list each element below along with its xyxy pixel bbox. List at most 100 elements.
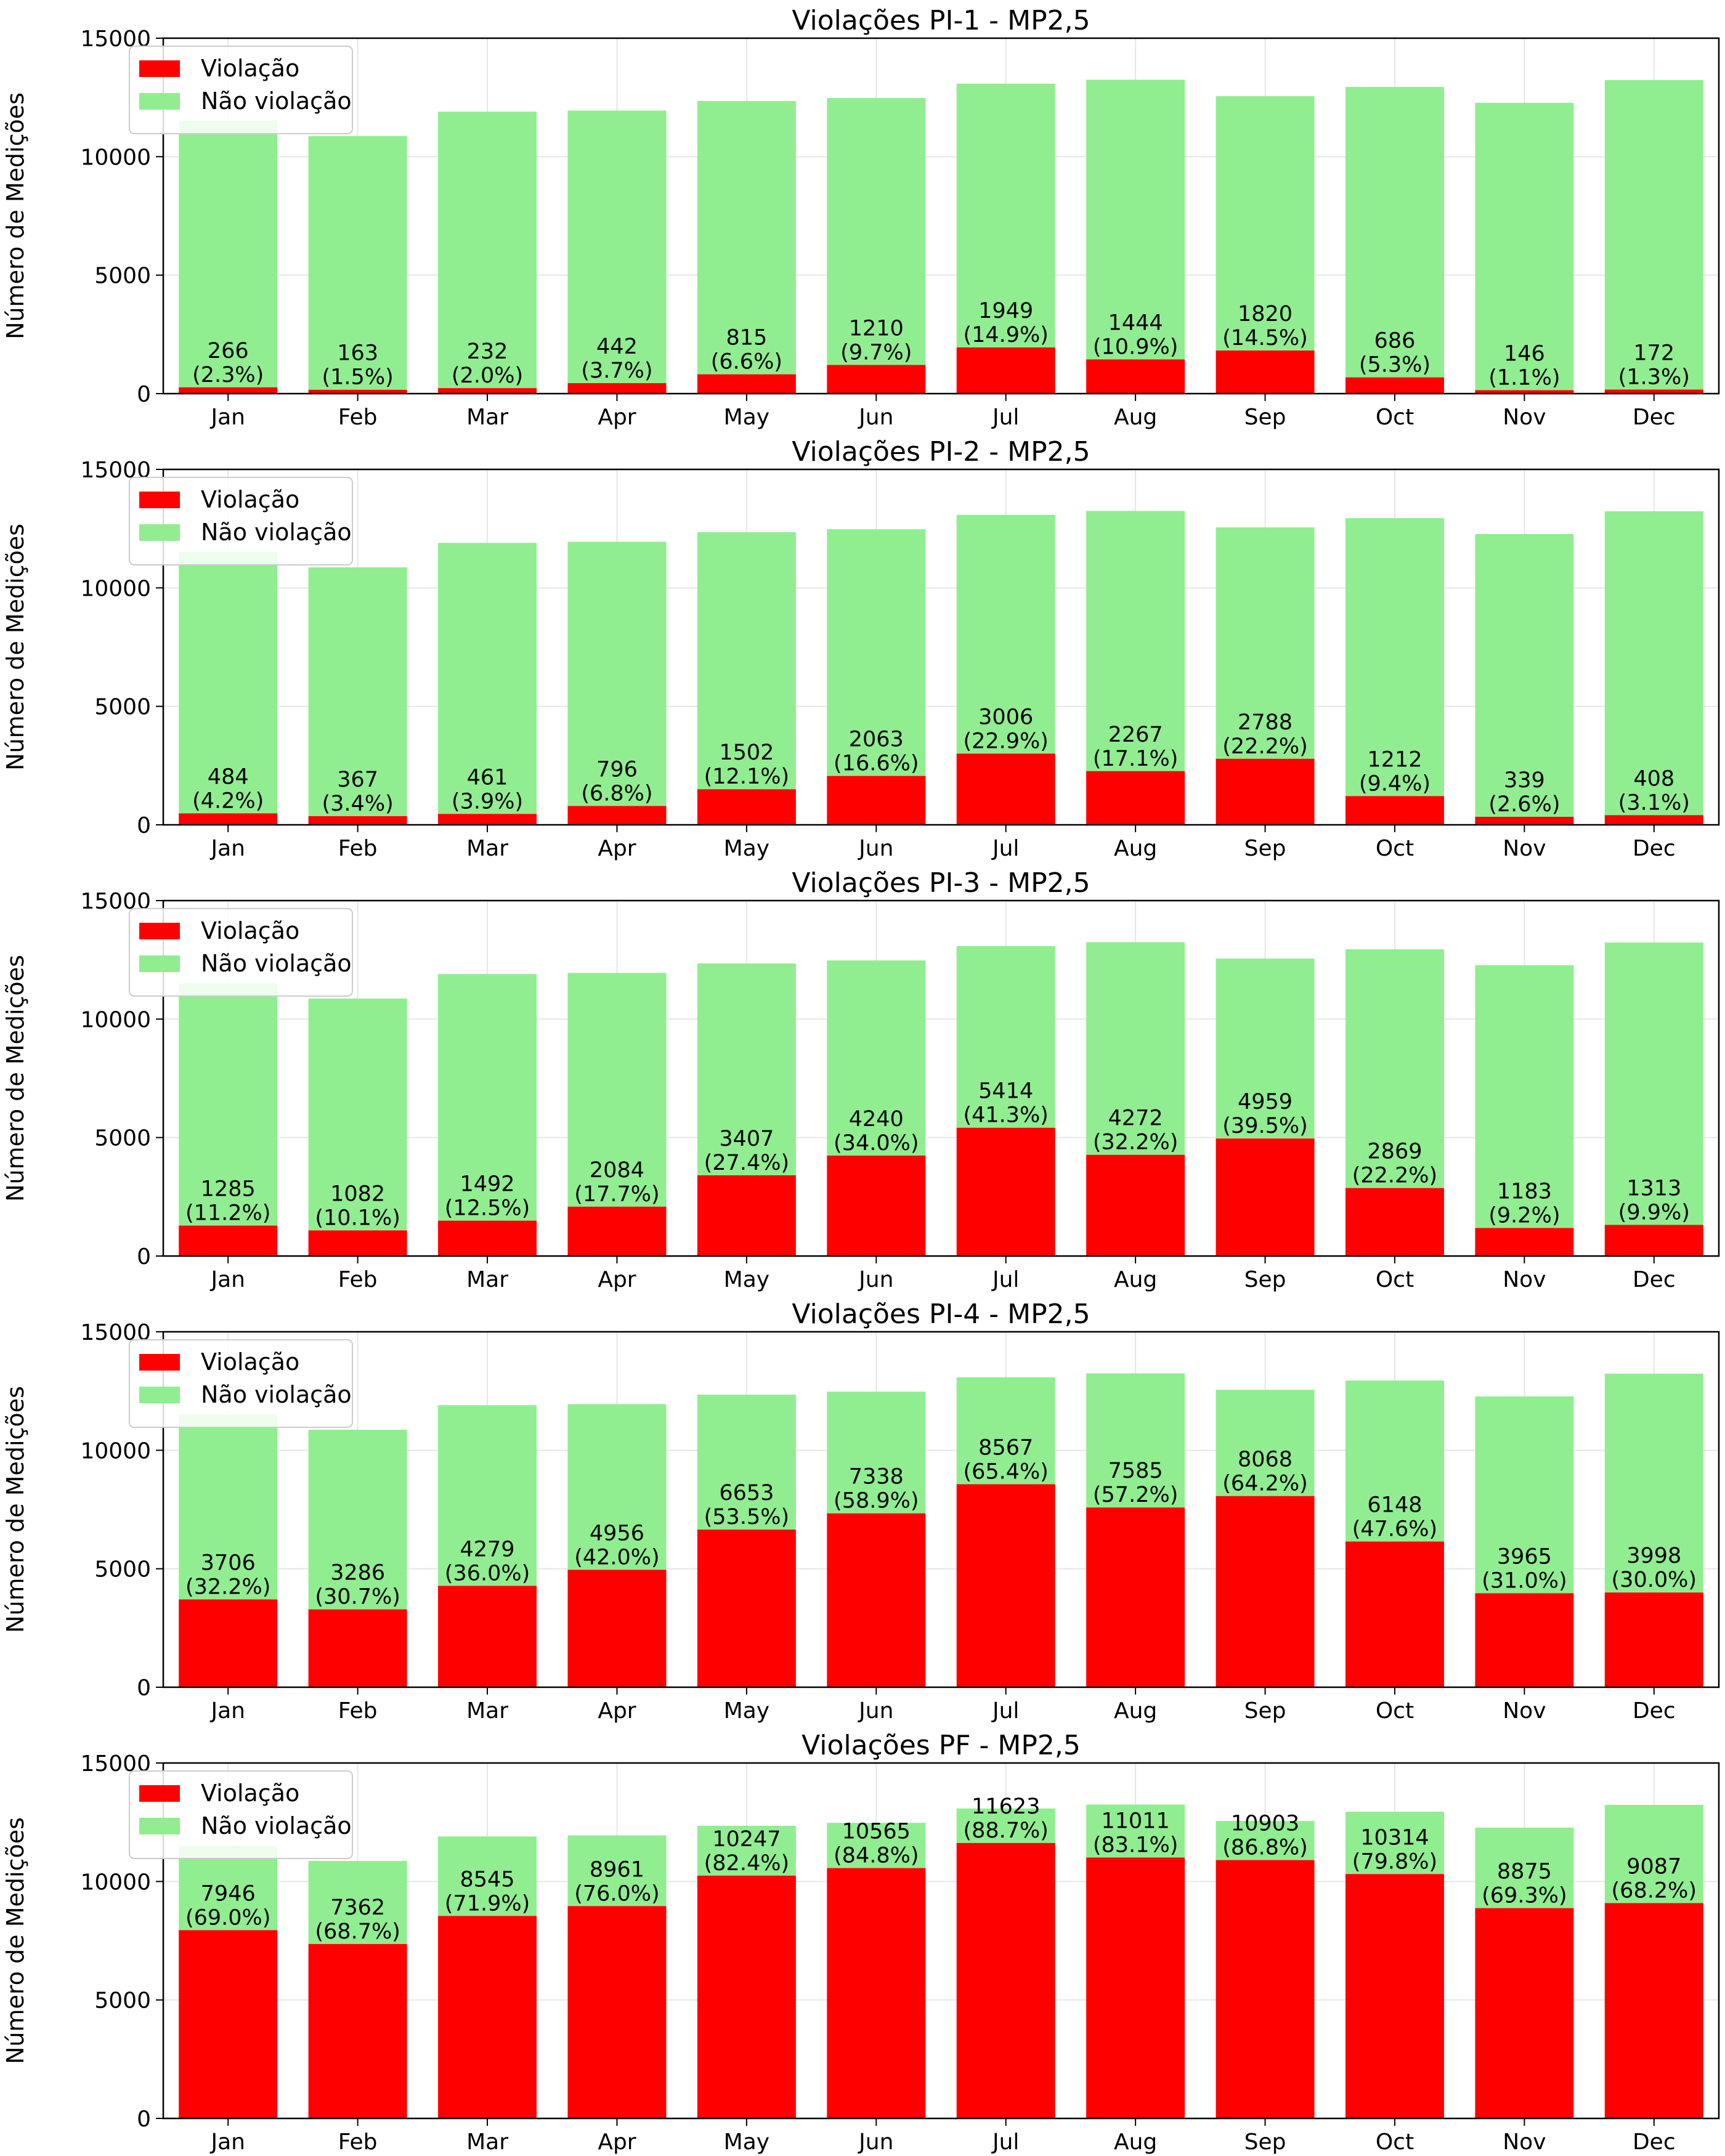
x-tick-label: Jul <box>991 1267 1019 1292</box>
bar-count-label: 1502 <box>719 740 774 765</box>
legend-swatch-violacao <box>139 492 180 508</box>
bar-percent-label: (42.0%) <box>574 1545 660 1570</box>
bar-violacao <box>1216 350 1315 394</box>
bar-nao-violacao <box>1216 958 1315 1139</box>
legend-label-violacao: Violação <box>201 486 299 513</box>
chart-title: Violações PI-2 - MP2,5 <box>792 436 1090 468</box>
bar-count-label: 8875 <box>1497 1860 1552 1884</box>
bar-violacao <box>567 1906 667 2118</box>
bar-count-label: 163 <box>337 341 378 366</box>
bar-violacao <box>1086 359 1185 394</box>
bar-nao-violacao <box>1086 79 1185 360</box>
bar-percent-label: (12.5%) <box>445 1196 530 1221</box>
bar-count-label: 266 <box>208 339 249 363</box>
x-tick-label: Jun <box>858 1267 893 1292</box>
bar-percent-label: (71.9%) <box>445 1891 530 1916</box>
bar-nao-violacao <box>1604 942 1703 1225</box>
x-tick-label: Oct <box>1376 1698 1414 1724</box>
bar-count-label: 7946 <box>201 1881 256 1906</box>
bar-percent-label: (22.9%) <box>963 729 1049 753</box>
x-tick-label: Jul <box>991 836 1019 861</box>
bar-count-label: 484 <box>208 764 249 789</box>
bar-violacao <box>1604 389 1703 394</box>
x-tick-label: Mar <box>466 2130 508 2155</box>
chart-panel-5: 7946(69.0%) 7362(68.7%) 8545(71.9%) 8961(76… <box>2 1730 1720 2155</box>
bar-count-label: 4959 <box>1238 1090 1293 1114</box>
x-tick-label: Nov <box>1503 836 1546 861</box>
bar-violacao <box>827 365 926 394</box>
y-tick-label: 10000 <box>80 1007 151 1032</box>
x-tick-label: Aug <box>1114 836 1157 861</box>
chart-title: Violações PI-1 - MP2,5 <box>792 5 1090 36</box>
x-tick-label: Oct <box>1376 1267 1414 1292</box>
x-tick-label: Nov <box>1503 2130 1546 2155</box>
bar-percent-label: (9.4%) <box>1359 771 1431 796</box>
legend-swatch-nao-violacao <box>139 1818 180 1834</box>
bar-violacao <box>1475 390 1574 394</box>
bar-violacao <box>1475 816 1574 825</box>
bar-violacao <box>567 806 667 825</box>
bar-percent-label: (9.9%) <box>1618 1200 1690 1225</box>
x-tick-label: Jan <box>209 1698 245 1724</box>
legend-swatch-nao-violacao <box>139 1387 180 1403</box>
bar-percent-label: (12.1%) <box>704 764 790 789</box>
bar-violacao <box>179 1930 278 2118</box>
bar-count-label: 3407 <box>719 1127 774 1151</box>
bar-nao-violacao <box>567 541 667 806</box>
bar-percent-label: (69.0%) <box>185 1905 271 1930</box>
x-tick-label: Oct <box>1376 405 1414 430</box>
y-tick-label: 10000 <box>80 576 151 601</box>
bar-count-label: 461 <box>467 765 508 790</box>
bar-nao-violacao <box>438 111 537 389</box>
bar-nao-violacao <box>956 1377 1055 1485</box>
bar-nao-violacao <box>956 514 1055 754</box>
bar-count-label: 1212 <box>1367 747 1422 772</box>
bar-percent-label: (34.0%) <box>834 1131 919 1156</box>
legend-label-violacao: Violação <box>201 917 299 944</box>
y-axis-label: Número de Medições <box>2 1386 29 1633</box>
bar-violacao <box>438 1916 537 2118</box>
bar-count-label: 4272 <box>1108 1106 1163 1131</box>
y-tick-label: 5000 <box>94 1988 151 2014</box>
x-tick-label: Mar <box>466 1267 508 1292</box>
x-tick-label: Jun <box>858 1698 893 1724</box>
bar-nao-violacao <box>1604 511 1703 816</box>
chart-panel-1: 266(2.3%)163(1.5%)232(2.0%)442(3.7%)815(… <box>2 5 1720 430</box>
bar-violacao <box>308 1230 407 1256</box>
bar-count-label: 1949 <box>978 299 1033 323</box>
legend-box <box>129 1770 353 1859</box>
legend-label-violacao: Violação <box>201 55 299 82</box>
bar-violacao <box>827 1513 926 1687</box>
bar-percent-label: (11.2%) <box>185 1201 271 1226</box>
bar-percent-label: (86.8%) <box>1222 1836 1308 1860</box>
bar-count-label: 2063 <box>849 727 904 752</box>
bar-nao-violacao <box>1086 1373 1185 1508</box>
x-tick-label: Dec <box>1633 836 1676 861</box>
bar-violacao <box>956 1842 1055 2118</box>
bar-percent-label: (68.7%) <box>315 1919 400 1944</box>
bar-percent-label: (41.3%) <box>963 1103 1049 1128</box>
bar-percent-label: (4.2%) <box>192 788 264 813</box>
x-tick-label: Aug <box>1114 1267 1157 1292</box>
y-tick-label: 5000 <box>94 1557 151 1583</box>
bar-count-label: 3706 <box>201 1550 256 1575</box>
bar-violacao <box>1345 1188 1444 1256</box>
x-tick-label: Apr <box>598 836 636 861</box>
x-tick-label: May <box>724 1267 769 1292</box>
bar-percent-label: (2.6%) <box>1488 792 1560 817</box>
bar-nao-violacao <box>1475 965 1574 1228</box>
plot-frame <box>162 1762 1720 2120</box>
bar-violacao <box>1604 1225 1703 1256</box>
bar-percent-label: (3.4%) <box>322 792 394 816</box>
bar-count-label: 3286 <box>330 1561 385 1586</box>
bar-count-label: 442 <box>596 334 638 359</box>
bar-nao-violacao <box>1216 96 1315 351</box>
legend-label-nao-violacao: Não violação <box>201 1381 352 1408</box>
bar-violacao <box>438 1586 537 1687</box>
plot-frame <box>162 37 1720 395</box>
bar-nao-violacao <box>697 532 796 790</box>
bar-count-label: 7338 <box>849 1465 904 1489</box>
bar-count-label: 339 <box>1504 768 1545 793</box>
y-tick-label: 0 <box>137 2107 151 2132</box>
